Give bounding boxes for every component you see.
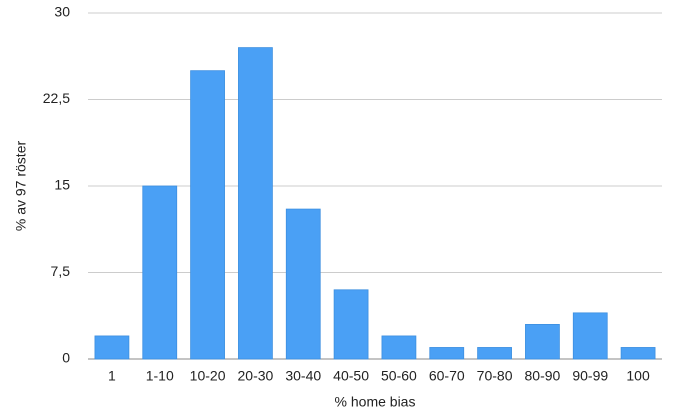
bar [190, 70, 225, 360]
y-tick-label: 15 [54, 177, 70, 193]
x-tick-label: 50-60 [381, 368, 417, 384]
y-tick-label: 7,5 [51, 263, 71, 279]
bar [572, 312, 608, 360]
x-tick-label: 80-90 [525, 368, 561, 384]
x-tick-label: 100 [626, 368, 650, 384]
x-tick-label: 1-10 [146, 368, 174, 384]
bar [333, 289, 369, 360]
x-tick-label: 1 [108, 368, 116, 384]
x-tick-label: 40-50 [333, 368, 369, 384]
y-tick-label: 30 [54, 4, 70, 20]
bar [142, 185, 178, 360]
bar [429, 347, 465, 360]
x-tick-label: 10-20 [190, 368, 226, 384]
x-tick-label: 30-40 [285, 368, 321, 384]
bar [285, 208, 321, 360]
bar [238, 47, 273, 360]
bar [477, 347, 512, 360]
x-tick-label: 90-99 [572, 368, 608, 384]
x-axis-title: % home bias [335, 394, 416, 410]
bar [620, 347, 656, 360]
bar [381, 335, 417, 360]
y-tick-label: 0 [62, 350, 70, 366]
x-tick-label: 20-30 [238, 368, 274, 384]
y-tick-label: 22,5 [43, 90, 70, 106]
x-tick-label: 60-70 [429, 368, 465, 384]
bar [94, 335, 130, 360]
x-tick-label: 70-80 [477, 368, 513, 384]
y-axis-title: % av 97 röster [13, 141, 29, 232]
bar [525, 323, 560, 360]
